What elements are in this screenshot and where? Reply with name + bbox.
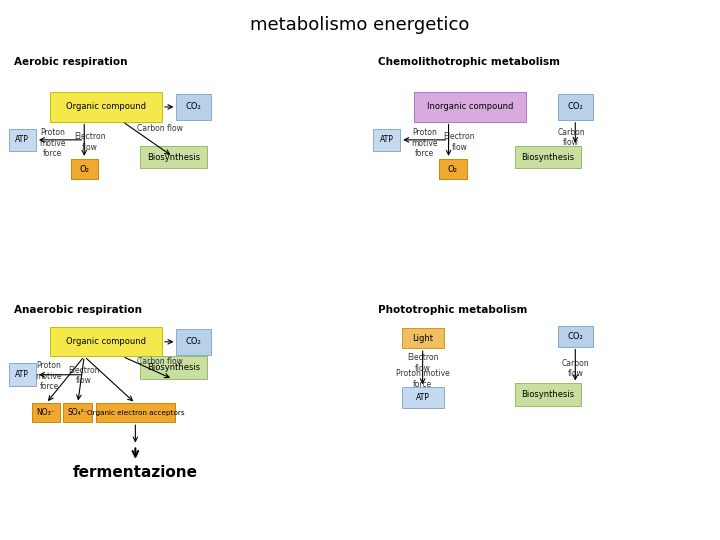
FancyBboxPatch shape [515, 146, 581, 168]
Text: Phototrophic metabolism: Phototrophic metabolism [378, 305, 527, 315]
Text: Biosynthesis: Biosynthesis [147, 153, 200, 161]
Text: CO₂: CO₂ [567, 103, 583, 111]
Text: CO₂: CO₂ [186, 338, 202, 346]
Text: Chemolithotrophic metabolism: Chemolithotrophic metabolism [378, 57, 560, 67]
Text: Organic electron acceptors: Organic electron acceptors [86, 410, 184, 416]
Text: Organic compound: Organic compound [66, 102, 146, 111]
Text: NO₃⁻: NO₃⁻ [37, 408, 55, 417]
Text: Electron
flow: Electron flow [74, 132, 106, 152]
FancyBboxPatch shape [140, 356, 207, 379]
Text: CO₂: CO₂ [186, 103, 202, 111]
FancyBboxPatch shape [414, 92, 526, 122]
Text: Carbon
flow: Carbon flow [562, 359, 589, 378]
FancyBboxPatch shape [140, 146, 207, 168]
Text: Proton
motive
force: Proton motive force [36, 361, 62, 392]
Text: O₂: O₂ [448, 165, 458, 173]
FancyBboxPatch shape [32, 403, 60, 422]
Text: Proton motive
force: Proton motive force [396, 369, 449, 389]
Text: Light: Light [412, 334, 433, 342]
Text: CO₂: CO₂ [567, 332, 583, 341]
Text: metabolismo energetico: metabolismo energetico [251, 16, 469, 34]
Text: Carbon flow: Carbon flow [137, 124, 183, 133]
FancyBboxPatch shape [9, 363, 36, 386]
Text: Electron
flow: Electron flow [68, 366, 99, 385]
FancyBboxPatch shape [50, 327, 162, 356]
FancyBboxPatch shape [439, 159, 467, 179]
FancyBboxPatch shape [176, 329, 211, 355]
Text: Electron
flow: Electron flow [407, 353, 438, 373]
FancyBboxPatch shape [71, 159, 98, 179]
FancyBboxPatch shape [402, 328, 444, 348]
Text: Aerobic respiration: Aerobic respiration [14, 57, 128, 67]
FancyBboxPatch shape [558, 94, 593, 120]
FancyBboxPatch shape [176, 94, 211, 120]
Text: SO₄²⁻: SO₄²⁻ [68, 408, 88, 417]
FancyBboxPatch shape [373, 129, 400, 151]
FancyBboxPatch shape [96, 403, 175, 422]
Text: ATP: ATP [15, 370, 30, 379]
Text: Carbon
flow: Carbon flow [557, 128, 585, 147]
FancyBboxPatch shape [9, 129, 36, 151]
Text: ATP: ATP [379, 136, 394, 144]
Text: fermentazione: fermentazione [73, 465, 198, 481]
Text: Proton
motive
force: Proton motive force [40, 128, 66, 158]
Text: Anaerobic respiration: Anaerobic respiration [14, 305, 143, 315]
Text: Biosynthesis: Biosynthesis [521, 153, 575, 161]
FancyBboxPatch shape [558, 326, 593, 347]
FancyBboxPatch shape [402, 387, 444, 408]
Text: Electron
flow: Electron flow [444, 132, 475, 152]
Text: Carbon flow: Carbon flow [137, 357, 183, 366]
FancyBboxPatch shape [515, 383, 581, 406]
Text: Biosynthesis: Biosynthesis [521, 390, 575, 399]
Text: Biosynthesis: Biosynthesis [147, 363, 200, 372]
Text: ATP: ATP [415, 393, 430, 402]
Text: ATP: ATP [15, 136, 30, 144]
Text: Inorganic compound: Inorganic compound [427, 102, 513, 111]
Text: O₂: O₂ [79, 165, 89, 173]
Text: Proton
motive
force: Proton motive force [412, 128, 438, 158]
FancyBboxPatch shape [63, 403, 92, 422]
FancyBboxPatch shape [50, 92, 162, 122]
Text: Organic compound: Organic compound [66, 337, 146, 346]
